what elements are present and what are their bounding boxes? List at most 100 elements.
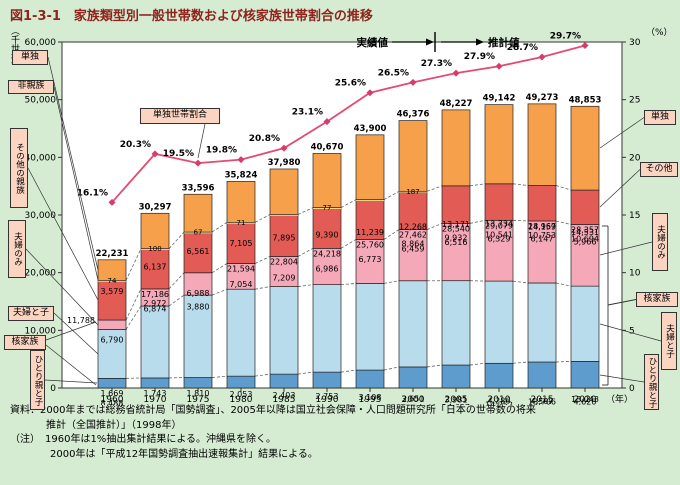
callout-right-fuufu-to-ko: 夫婦と子 [661,312,677,370]
value-label: 14,159 [528,222,556,231]
callout-right-hitorioya: ひとり親と子 [644,354,659,410]
callout-leader [599,374,645,383]
ratio-marker [108,198,116,206]
callout-leader [599,241,653,256]
segment-夫婦と子-2020 [570,285,600,362]
segment-その他の親族-1960 [97,280,127,321]
boundary-connector [340,199,357,208]
kakazoku-label: 29,079 [485,221,513,230]
boundary-connector [469,183,486,187]
ratio-marker [581,41,589,49]
boundary-connector [469,219,486,224]
right-axis-unit: （%） [646,28,673,38]
segment-夫婦と子-1990 [312,284,342,373]
kakazoku-label: 11,788 [67,316,95,325]
segment-その他の親族-2000 [398,192,428,230]
annotation-arrowhead-left [426,38,434,46]
segment-その他の親族-1985 [269,214,299,257]
value-label: 13,706 [528,398,556,405]
value-label: 6,988 [187,289,210,298]
boundary-connector [297,247,314,257]
segment-その他の親族-2005 [441,185,471,224]
segment-夫婦と子-2000 [398,280,428,368]
value-label: 4,286 [488,396,511,405]
kakazoku-label: 17,186 [141,290,169,299]
boundary-connector [254,214,271,223]
left-tick-label: 10,000 [25,326,57,336]
callout-right-sonota: その他 [640,162,678,177]
segment-夫婦のみ-1960 [97,319,127,330]
ratio-line [111,44,586,203]
x-axis-year-suffix: （年） [606,393,633,405]
boundary-connector [340,369,357,373]
callout-leader [45,321,97,341]
x-tick-label: 1960 [101,395,124,405]
value-label: 8,864 [402,240,425,249]
ratio-point-label: 26.5% [378,68,409,78]
value-label: 9,932 [445,233,468,242]
boundary-connector [211,375,228,378]
bar-total-label: 49,142 [483,94,516,104]
value-label: 6,561 [187,247,210,256]
callout-leader [599,323,662,342]
value-label: 3,880 [187,302,210,311]
left-tick-label: 40,000 [25,153,57,163]
kakazoku-label: 28,357 [571,225,599,234]
kakazoku-label: 24,218 [313,249,341,258]
boundary-connector [254,256,271,264]
segment-その他の親族-1990 [312,207,342,249]
x-tick-label: 2020 [574,395,597,405]
callout-right-fuufu-nomi: 夫婦のみ [652,213,668,271]
kakazoku-label: 27,462 [399,231,427,240]
value-label: 3,651 [402,395,425,404]
value-label: 2,972 [144,299,167,308]
value-label: 3,579 [101,287,124,296]
value-label: 7,895 [273,233,296,242]
segment-単独-2005 [441,109,471,187]
x-tick-label: 1995 [359,395,382,405]
callout-left-kakazoku: 核家族 [4,335,46,350]
x-tick-label: 1985 [273,395,296,405]
page-title: 図1-3-1 家族類型別一般世帯数および核家族世帯割合の推移 [10,9,373,24]
segment-単独-1980 [226,181,256,223]
callout-leader [599,117,645,149]
boundary-connector [168,231,185,249]
bar-total-label: 48,227 [440,99,473,109]
value-label: 3,981 [445,395,468,404]
value-label: 3,108 [359,393,382,402]
x-tick-label: 1990 [316,395,339,405]
segment-非親族-1980 [227,222,255,224]
left-tick-label: 0 [50,384,56,394]
segment-ひとり親と子-2000 [398,366,428,389]
kakazoku-label: 28,967 [528,222,556,231]
segment-ひとり親と子-2010 [484,362,514,389]
boundary-connector [297,371,314,375]
value-label: 5,966 [574,238,597,247]
boundary-connector [297,207,314,215]
ratio-marker [366,89,374,97]
segment-夫婦と子-1960 [97,329,127,379]
x-tick-label: 2015 [531,395,554,405]
annotation-actual: 実績値 [357,36,389,49]
segment-ひとり親と子-1975 [183,377,213,389]
value-label: 1,810 [187,389,210,398]
boundary-connector [512,280,529,284]
segment-非親族-1995 [356,199,384,201]
segment-夫婦と子-1980 [226,288,256,377]
segment-ひとり親と子-1960 [97,378,127,389]
value-label: 187 [406,188,419,196]
chart-canvas: 0 10,000 20,000 30,000 40,000 50,000 60,000 0 5 1… [25,31,662,425]
bar-total-label: 37,980 [268,158,301,168]
boundary-connector [168,294,185,307]
value-label: 4,620 [574,397,597,405]
value-label: 14,252 [485,400,513,405]
segment-その他の親族-2015 [527,185,557,222]
callout-left-fuufu-nomi: 夫婦のみ [8,220,26,278]
callout-leader [197,123,206,159]
segment-ひとり親と子-1990 [312,371,342,389]
boundary-connector [340,239,357,249]
boundary-connector [426,185,443,192]
segment-その他の親族-2020 [570,189,600,225]
value-label: 13,171 [442,220,470,229]
